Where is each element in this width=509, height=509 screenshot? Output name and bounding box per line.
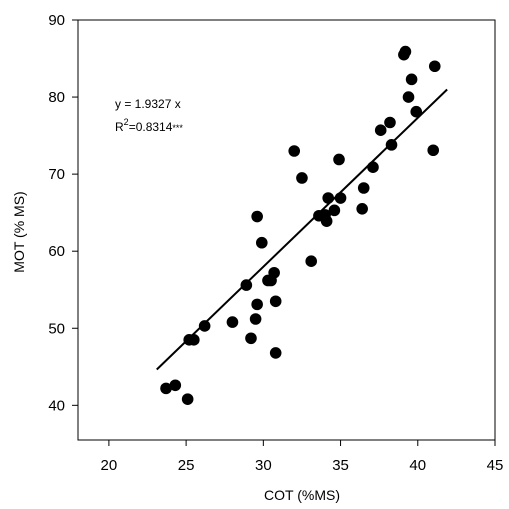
y-tick-label: 50	[48, 320, 65, 337]
y-axis: 40 50 60 70 80 90	[48, 12, 78, 414]
data-point	[268, 266, 280, 279]
significance-stars: ***	[172, 123, 183, 133]
data-point	[334, 192, 347, 204]
data-point	[269, 295, 282, 308]
data-point	[251, 298, 263, 311]
data-point	[240, 279, 253, 291]
data-point	[374, 124, 387, 137]
data-point	[333, 153, 345, 166]
r-squared-annotation: R2=0.8314***	[115, 117, 183, 134]
x-tick-label: 30	[255, 457, 272, 474]
x-axis-title: COT (%MS)	[264, 487, 340, 503]
data-point	[384, 116, 396, 129]
x-tick-label: 25	[178, 457, 195, 474]
r-squared-letter: R	[115, 120, 124, 134]
data-point	[328, 204, 341, 217]
data-point	[320, 215, 333, 227]
data-points	[160, 45, 441, 405]
x-tick-label: 20	[101, 457, 118, 474]
r-squared-superscript: 2	[124, 117, 129, 127]
x-tick-label: 45	[487, 457, 504, 474]
x-tick-label: 40	[409, 457, 426, 474]
y-tick-label: 70	[48, 166, 65, 183]
data-point	[405, 73, 418, 86]
data-point	[251, 210, 263, 223]
data-point	[367, 161, 379, 173]
data-point	[356, 203, 368, 215]
data-point	[188, 334, 200, 346]
data-point	[226, 316, 239, 328]
x-axis: 20 25 30 35 40 45	[101, 440, 504, 474]
data-point	[160, 382, 172, 395]
data-point	[305, 255, 318, 268]
data-point	[269, 347, 282, 359]
y-tick-label: 40	[48, 397, 65, 414]
data-point	[181, 393, 194, 405]
data-point	[245, 332, 257, 345]
data-point	[357, 182, 370, 194]
data-point	[255, 236, 268, 249]
data-point	[249, 313, 262, 325]
regression-equation: y = 1.9327 x	[115, 97, 181, 111]
y-axis-title: MOT (% MS)	[11, 191, 27, 272]
data-point	[169, 379, 182, 392]
data-point	[402, 91, 415, 103]
data-point	[198, 320, 211, 332]
data-point	[399, 45, 412, 58]
regression-line	[156, 88, 448, 371]
y-tick-label: 60	[48, 243, 65, 260]
data-point	[296, 172, 308, 184]
y-tick-label: 80	[48, 89, 65, 106]
y-tick-label: 90	[48, 12, 65, 29]
data-point	[288, 145, 301, 157]
data-point	[427, 144, 440, 157]
data-point	[410, 105, 423, 118]
data-point	[428, 60, 441, 73]
r-squared-value: =0.8314	[129, 120, 173, 134]
data-point	[385, 139, 398, 151]
x-tick-label: 35	[332, 457, 349, 474]
data-point	[322, 192, 335, 204]
plot-area-frame	[77, 19, 496, 441]
